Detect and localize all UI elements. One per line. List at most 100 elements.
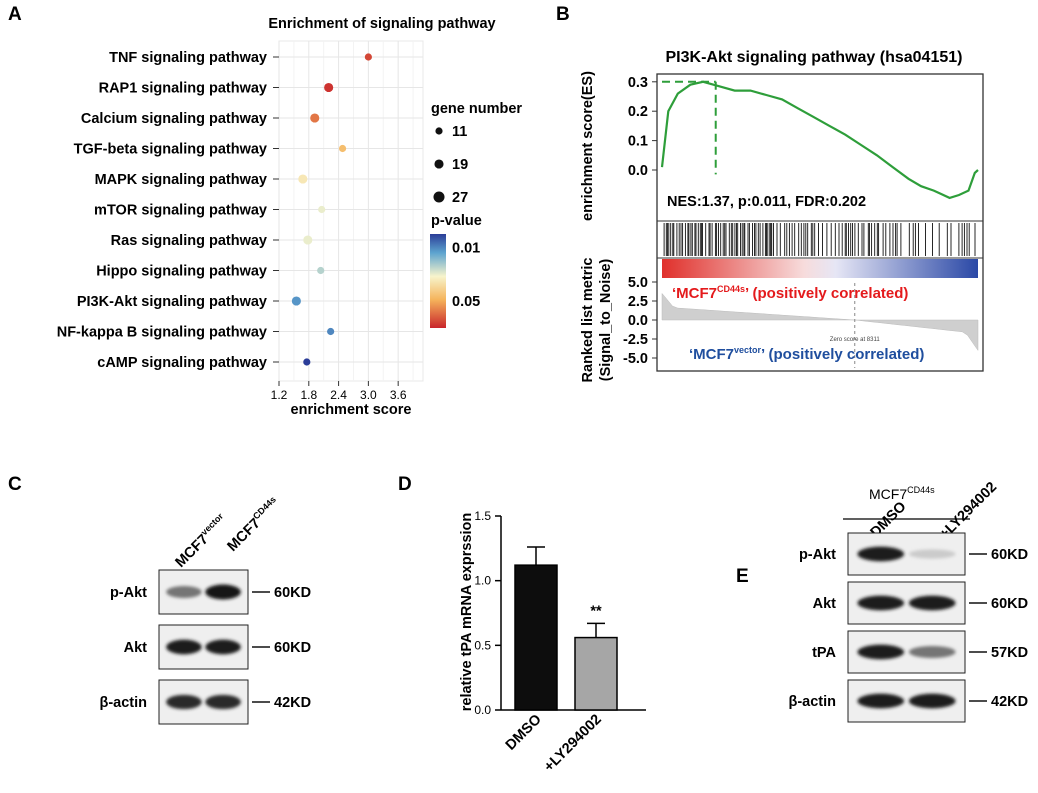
x-tick-label: 1.2	[271, 388, 288, 402]
blot-size-label: 57KD	[991, 645, 1028, 661]
blot-protein-label: Akt	[813, 596, 837, 612]
pathway-dot	[298, 174, 308, 184]
blot-protein-label: p-Akt	[799, 547, 836, 563]
size-legend-dot	[435, 127, 443, 135]
negative-group-label: ‘MCF7vector’ (positively correlated)	[689, 345, 924, 363]
pathway-dots	[291, 53, 372, 366]
pathway-label: RAP1 signaling pathway	[99, 81, 267, 97]
size-legend-dot	[434, 159, 444, 169]
x-tick-label: 1.8	[300, 388, 317, 402]
metric-tick-label: 2.5	[628, 294, 648, 310]
panel-c-western-blot: C MCF7vector MCF7CD44s p-Akt 60KD Akt 60KD β…	[8, 474, 311, 725]
blot-c-rows: p-Akt 60KD Akt 60KD β-actin 42KD	[99, 569, 311, 725]
pathway-dot	[317, 266, 325, 275]
colorbar-tick-label: 0.05	[452, 294, 480, 310]
pathway-label: cAMP signaling pathway	[97, 355, 267, 371]
pathway-dot	[318, 205, 326, 214]
dot-plot-title: Enrichment of signaling pathway	[268, 16, 495, 32]
blot-band	[908, 693, 956, 709]
bar-y-tick-label: 0.5	[474, 638, 491, 652]
blot-band	[857, 546, 905, 562]
p-value-legend-title: p-value	[431, 213, 482, 229]
blot-size-label: 60KD	[991, 596, 1028, 612]
metric-tick-label: -2.5	[623, 332, 648, 348]
pathway-dot	[364, 53, 372, 61]
blot-e-rows: p-Akt 60KD Akt 60KD tPA 57KD β-actin 42KD	[788, 532, 1028, 723]
blot-c-lane1-label: MCF7vector	[171, 511, 231, 571]
size-legend-label: 19	[452, 157, 468, 173]
rank-gradient-bar	[662, 259, 978, 278]
blot-band	[857, 693, 905, 709]
metric-tick-label: 0.0	[628, 313, 648, 329]
pathway-dot	[338, 144, 347, 153]
pathway-labels: TNF signaling pathway RAP1 signaling path…	[57, 50, 267, 371]
pathway-label: NF-kappa B signaling pathway	[57, 325, 267, 341]
panel-label-a: A	[8, 4, 22, 25]
size-legend-label: 11	[452, 124, 467, 140]
es-tick-label: 0.2	[628, 104, 648, 120]
panel-label-d: D	[398, 474, 412, 495]
dot-plot-area	[278, 40, 424, 382]
p-value-colorbar	[430, 234, 446, 328]
bar-y-tick-label: 1.5	[474, 509, 491, 523]
blot-e-header: MCF7CD44s	[869, 485, 935, 502]
blot-band	[205, 584, 241, 600]
pathway-label: TGF-beta signaling pathway	[74, 142, 267, 158]
pathway-label: TNF signaling pathway	[109, 50, 267, 66]
bars: DMSO+LY294002 **	[503, 546, 618, 776]
pathway-label: Calcium signaling pathway	[81, 111, 267, 127]
es-tick-label: 0.1	[628, 134, 648, 150]
blot-size-label: 42KD	[274, 695, 311, 711]
ranked-metric-area	[661, 292, 979, 352]
gene-hit-ticks	[663, 223, 976, 256]
x-tick-label: 3.0	[360, 388, 377, 402]
panel-label-c: C	[8, 474, 22, 495]
blot-protein-label: β-actin	[99, 695, 147, 711]
zero-cross-text: Zero score at 8311	[830, 337, 881, 343]
pathway-dot	[324, 82, 334, 93]
gsea-title: PI3K-Akt signaling pathway (hsa04151)	[666, 49, 963, 66]
positive-group-label: ‘MCF7CD44s’ (positively correlated)	[672, 284, 908, 302]
pathway-label: PI3K-Akt signaling pathway	[77, 294, 267, 310]
dot-plot-xlabel: enrichment score	[291, 402, 412, 418]
significance-mark: **	[590, 603, 602, 619]
blot-size-label: 60KD	[274, 585, 311, 601]
panel-label-b: B	[556, 4, 570, 25]
metric-ylabel-1: Ranked list metric	[580, 258, 596, 383]
blot-row: Akt 60KD	[813, 581, 1028, 625]
blot-band	[166, 639, 202, 655]
blot-row: β-actin 42KD	[99, 679, 311, 725]
blot-band	[205, 694, 241, 710]
blot-size-label: 42KD	[991, 694, 1028, 710]
panel-d-bar-chart: D 0.0 0.5 1.0 1.5 DMSO+LY294002 ** relative …	[398, 474, 646, 775]
pathway-dot	[327, 327, 335, 336]
bar-ly294002	[574, 636, 618, 711]
gene-number-legend-title: gene number	[431, 101, 522, 117]
blot-protein-label: β-actin	[788, 694, 836, 710]
dot-plot-y-ticks	[273, 56, 279, 363]
size-legend-dot	[433, 191, 445, 203]
blot-band	[857, 595, 905, 611]
bar-y-ticks: 0.0 0.5 1.0 1.5	[474, 509, 501, 717]
bar-ylabel: relative tPA mRNA exprssion	[459, 513, 475, 712]
blot-band	[908, 549, 956, 559]
pathway-label: MAPK signaling pathway	[95, 172, 267, 188]
bar-category-label: DMSO	[503, 712, 545, 754]
size-legend-label: 27	[452, 190, 468, 206]
blot-protein-label: p-Akt	[110, 585, 147, 601]
blot-row: p-Akt 60KD	[799, 532, 1028, 576]
bar-category-label: +LY294002	[541, 712, 605, 776]
panel-a-dot-plot: A Enrichment of signaling pathway TNF si…	[8, 4, 522, 418]
blot-row: β-actin 42KD	[788, 679, 1028, 723]
panel-b-gsea: B PI3K-Akt signaling pathway (hsa04151) …	[556, 4, 984, 383]
metric-ylabel-2: (Signal_to_Noise)	[598, 259, 614, 382]
blot-protein-label: tPA	[812, 645, 836, 661]
blot-size-label: 60KD	[991, 547, 1028, 563]
metric-y-ticks: 5.0 2.5 0.0 -2.5 -5.0	[623, 275, 657, 367]
bar-y-tick-label: 1.0	[474, 574, 491, 588]
panel-label-e: E	[736, 566, 749, 587]
pathway-dot	[291, 296, 301, 306]
pathway-dot	[303, 358, 311, 366]
